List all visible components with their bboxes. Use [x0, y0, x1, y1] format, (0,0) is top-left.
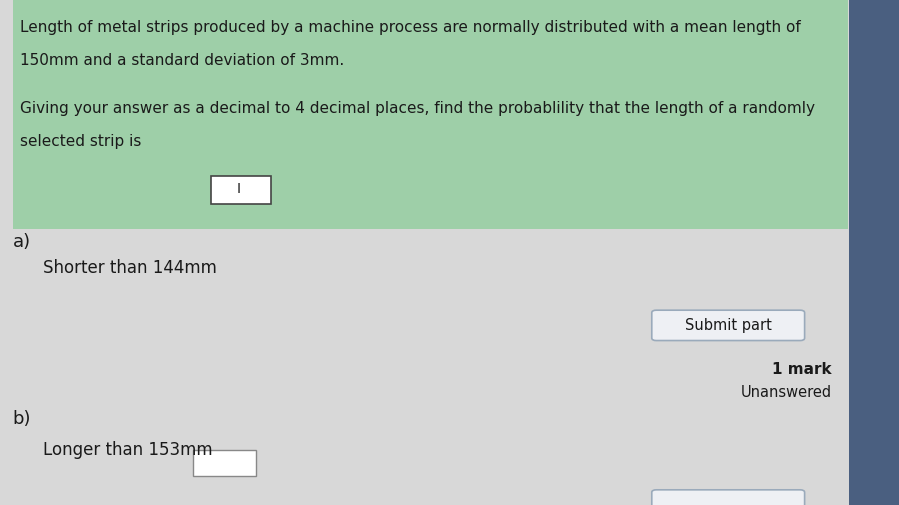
- Text: Longer than 153mm: Longer than 153mm: [43, 440, 213, 459]
- Text: selected strip is: selected strip is: [20, 134, 141, 149]
- Text: Shorter than 144mm: Shorter than 144mm: [43, 259, 217, 277]
- Text: Unanswered: Unanswered: [741, 384, 832, 399]
- Text: 1 mark: 1 mark: [772, 361, 832, 376]
- Text: Giving your answer as a decimal to 4 decimal places, find the probablility that : Giving your answer as a decimal to 4 dec…: [20, 101, 814, 116]
- Text: 150mm and a standard deviation of 3mm.: 150mm and a standard deviation of 3mm.: [20, 53, 344, 68]
- Text: I: I: [236, 182, 240, 196]
- Text: b): b): [13, 409, 31, 427]
- Text: a): a): [13, 232, 31, 250]
- Text: Length of metal strips produced by a machine process are normally distributed wi: Length of metal strips produced by a mac…: [20, 20, 800, 35]
- Text: Submit part: Submit part: [685, 317, 771, 332]
